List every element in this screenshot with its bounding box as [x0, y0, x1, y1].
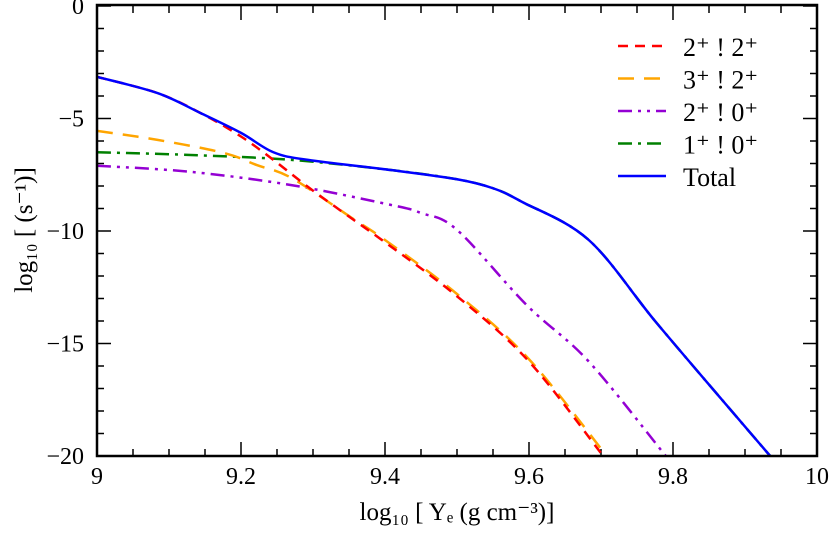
legend-item: 2⁺ ! 0⁺	[618, 98, 758, 127]
legend-label: 1⁺ ! 0⁺	[683, 131, 758, 160]
x-tick-label: 9.8	[658, 464, 688, 490]
series-line-1-0	[97, 151, 772, 456]
series-line-3-2	[97, 129, 608, 456]
y-tick-label: −5	[58, 107, 84, 133]
plot-frame	[95, 3, 819, 458]
legend-label: 2⁺ ! 2⁺	[683, 33, 758, 62]
legend-item: 3⁺ ! 2⁺	[618, 66, 758, 95]
x-tick-label: 9	[91, 464, 103, 490]
legend-item: 2⁺ ! 2⁺	[618, 33, 758, 62]
x-axis-label: log₁₀ [ Yₑ (g cm⁻³)]	[360, 499, 555, 526]
y-tick-label: −15	[46, 332, 84, 358]
legend-label: 3⁺ ! 2⁺	[683, 66, 758, 95]
x-tick-label: 9.4	[370, 464, 400, 490]
legend-item: 1⁺ ! 0⁺	[618, 131, 758, 160]
legend-label: 2⁺ ! 0⁺	[683, 98, 758, 127]
x-tick-label: 9.2	[226, 464, 256, 490]
x-tick-label: 9.6	[514, 464, 544, 490]
legend-item: Total	[618, 163, 736, 192]
legend-label: Total	[683, 163, 736, 192]
series-line-2-2	[97, 75, 605, 456]
series-line-total	[97, 75, 772, 456]
y-tick-label: −10	[46, 219, 84, 245]
y-tick-label: −20	[46, 444, 84, 470]
y-tick-label: 0	[72, 0, 84, 20]
legend: 2⁺ ! 2⁺ 3⁺ ! 2⁺ 2⁺ ! 0⁺ 1⁺ ! 0⁺ Total	[618, 33, 758, 192]
series-group	[97, 75, 772, 456]
x-tick-label: 10	[805, 464, 829, 490]
y-axis-label: log₁₀ [ (s⁻¹)]	[11, 167, 38, 293]
tick-labels: 9 9.2 9.4 9.6 9.8 10 0 −5 −10 −15 −20	[46, 0, 829, 490]
series-line-2-0	[97, 164, 667, 456]
